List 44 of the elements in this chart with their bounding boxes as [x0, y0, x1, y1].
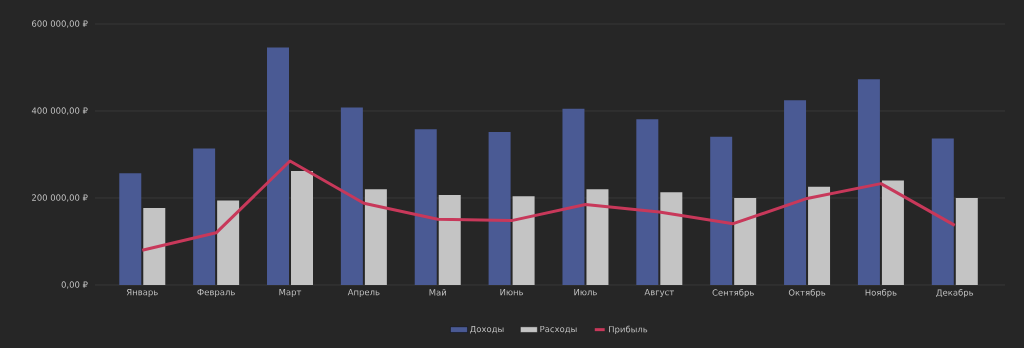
bar — [438, 194, 461, 285]
bar — [340, 107, 363, 285]
bar — [881, 180, 904, 285]
bar — [512, 196, 535, 285]
bar — [193, 148, 216, 285]
bar — [414, 129, 437, 285]
y-tick-label: 200 000,00 ₽ — [32, 194, 88, 202]
x-tick-label: Ноябрь — [865, 289, 897, 298]
bar — [291, 171, 313, 285]
x-tick-label: Декабрь — [936, 289, 974, 298]
x-tick-label: Январь — [126, 289, 158, 297]
x-tick-label: Февраль — [197, 289, 235, 297]
y-tick-label: 0,00 ₽ — [61, 281, 88, 289]
legend-label: Прибыль — [609, 325, 648, 335]
bar — [562, 108, 585, 285]
bar — [267, 47, 289, 285]
line-series — [140, 159, 957, 252]
bar — [119, 173, 142, 285]
x-tick-label: Май — [429, 289, 446, 296]
bar — [660, 192, 683, 285]
bar — [488, 131, 511, 285]
bar — [931, 138, 954, 285]
bar — [734, 198, 757, 285]
bar — [808, 186, 831, 285]
bar — [784, 100, 807, 285]
bar — [364, 189, 387, 285]
bar — [143, 208, 166, 285]
y-tick-label: 400 000,00 ₽ — [31, 107, 88, 115]
bar — [636, 119, 659, 285]
bar — [217, 200, 240, 285]
x-tick-label: Март — [279, 289, 302, 297]
x-tick-label: Сентябрь — [712, 289, 754, 298]
x-tick-label: Апрель — [347, 289, 380, 297]
y-tick-label: 600 000,00 ₽ — [32, 20, 88, 28]
bar — [857, 79, 880, 285]
x-tick-label: Июль — [574, 289, 597, 296]
x-tick-label: Август — [644, 289, 674, 297]
x-tick-label: Июнь — [500, 289, 524, 296]
bar — [710, 136, 733, 285]
bar — [586, 189, 609, 285]
legend-label: Расходы — [540, 325, 577, 334]
legend-label: Доходы — [470, 325, 504, 334]
x-tick-label: Октябрь — [788, 289, 826, 298]
bar — [955, 198, 978, 285]
